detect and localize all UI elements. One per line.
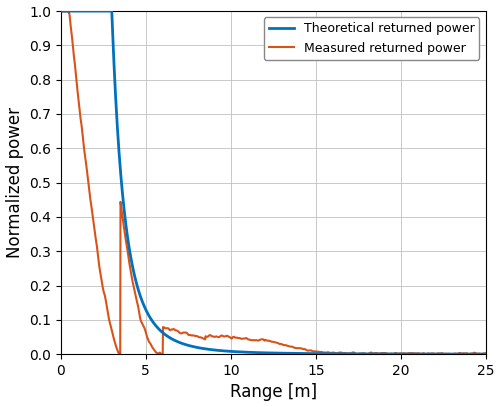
- Measured returned power: [238, 336, 244, 341]
- Line: Theoretical returned power: Theoretical returned power: [61, 11, 486, 354]
- Theoretical returned power: [470, 352, 476, 357]
- Measured returned power: [108, 325, 114, 330]
- Theoretical returned power: [482, 352, 488, 357]
- Measured returned power: [255, 338, 261, 343]
- Theoretical returned power: [58, 9, 64, 13]
- Theoretical returned power: [253, 350, 259, 355]
- Theoretical returned power: [470, 352, 476, 357]
- Measured returned power: [248, 338, 254, 343]
- Measured returned power: [482, 351, 488, 356]
- Measured returned power: [117, 352, 123, 357]
- Theoretical returned power: [264, 350, 270, 355]
- Y-axis label: Normalized power: Normalized power: [6, 107, 24, 258]
- Theoretical returned power: [80, 9, 86, 13]
- Measured returned power: [91, 223, 97, 228]
- X-axis label: Range [m]: Range [m]: [230, 383, 317, 401]
- Measured returned power: [58, 9, 64, 13]
- Line: Measured returned power: Measured returned power: [61, 11, 486, 354]
- Measured returned power: [300, 347, 306, 352]
- Theoretical returned power: [392, 352, 398, 357]
- Legend: Theoretical returned power, Measured returned power: Theoretical returned power, Measured ret…: [264, 18, 480, 59]
